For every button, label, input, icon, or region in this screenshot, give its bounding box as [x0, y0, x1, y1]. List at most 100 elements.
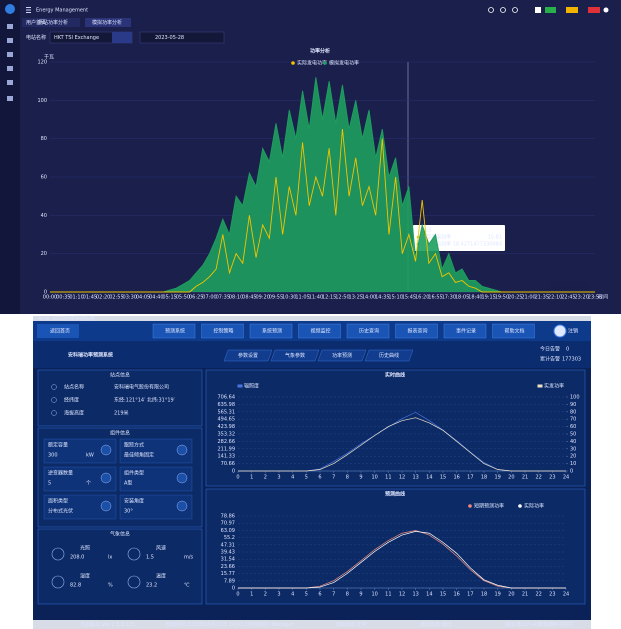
- y2-tick-label: 0: [570, 469, 573, 475]
- x-tick-label: 23:55: [588, 295, 602, 301]
- nav-button[interactable]: [395, 323, 438, 339]
- icon[interactable]: [500, 7, 506, 13]
- x-tick-label: 7: [332, 475, 335, 481]
- tab-label[interactable]: 气象参数: [285, 352, 305, 359]
- nav-button[interactable]: [492, 323, 535, 339]
- icon[interactable]: [535, 7, 541, 13]
- x-tick-label: 06:25: [189, 295, 203, 301]
- icon[interactable]: [7, 24, 13, 29]
- badge[interactable]: [588, 7, 600, 13]
- legend-label[interactable]: 实际发电功率: [297, 60, 327, 67]
- logout[interactable]: 注销: [568, 328, 578, 335]
- x-tick-label: 19:50: [495, 295, 509, 301]
- tab-label[interactable]: 参数设置: [238, 352, 258, 359]
- nav-button[interactable]: [346, 323, 390, 339]
- legend-label[interactable]: 实际功率: [524, 503, 544, 510]
- home-label[interactable]: 返回首页: [50, 328, 70, 335]
- tab-label[interactable]: 模拟功率分析: [92, 19, 122, 26]
- nav-label[interactable]: 视频监控: [311, 328, 331, 335]
- logo[interactable]: [5, 4, 15, 14]
- weather-icon: [127, 547, 141, 561]
- card-icon: [100, 500, 112, 512]
- x-tick-label: 18:40: [468, 295, 482, 301]
- nav-button[interactable]: [443, 323, 487, 339]
- tab[interactable]: [270, 349, 320, 362]
- home-button[interactable]: [37, 324, 79, 338]
- x-tick-label: 11: [385, 592, 391, 598]
- x-tick-label: 3: [277, 475, 280, 481]
- x-tick-label: 7: [332, 592, 335, 598]
- x-tick-label: 4: [291, 475, 294, 481]
- icon[interactable]: [512, 7, 518, 13]
- tab[interactable]: [223, 349, 273, 362]
- user-icon[interactable]: [603, 7, 609, 13]
- nav-button[interactable]: [298, 323, 341, 339]
- nav-label[interactable]: 事件记录: [456, 328, 476, 335]
- x-tick-label: 17: [467, 592, 473, 598]
- y-tick-label: 565.31: [218, 409, 236, 415]
- tab-label[interactable]: 历史曲线: [379, 352, 399, 359]
- legend-swatch[interactable]: [237, 384, 243, 388]
- card-icon: [176, 472, 188, 484]
- x-tick-label: 12: [399, 475, 405, 481]
- tab[interactable]: [364, 349, 414, 362]
- x-tick-label: 23:20: [574, 295, 588, 301]
- tab-label[interactable]: 用户首页: [26, 19, 46, 26]
- nav-button[interactable]: [201, 323, 244, 339]
- legend-label[interactable]: 模拟发电功率: [329, 60, 359, 67]
- tab[interactable]: [317, 349, 367, 362]
- date-picker[interactable]: [139, 31, 225, 44]
- legend-label[interactable]: 实发功率: [544, 383, 564, 390]
- y-tick-label: 40: [41, 213, 47, 219]
- nav-label[interactable]: 历史查询: [359, 328, 379, 335]
- tab[interactable]: [85, 18, 131, 27]
- nav-label[interactable]: 预测系统: [165, 328, 185, 335]
- x-tick-label: 02:55: [109, 295, 123, 301]
- y-tick-label: 70.66: [221, 461, 235, 467]
- tab-label[interactable]: 场站功率分析: [38, 19, 68, 26]
- x-axis-label: 时间: [598, 294, 608, 301]
- nav-label[interactable]: 帮助文档: [505, 328, 525, 335]
- y2-tick-label: 30: [570, 446, 576, 452]
- icon[interactable]: [7, 80, 13, 85]
- alarm-label: 今日告警: [540, 346, 560, 353]
- nav-label[interactable]: 报表查询: [408, 328, 428, 335]
- badge[interactable]: [566, 7, 578, 13]
- line: [238, 531, 566, 589]
- icon[interactable]: [7, 38, 13, 43]
- weather-value: 1.5: [146, 555, 154, 561]
- menu-icon: [26, 9, 31, 11]
- icon[interactable]: [7, 96, 13, 101]
- badge[interactable]: [545, 7, 556, 13]
- y2-tick-label: 100: [570, 395, 580, 401]
- nav-button[interactable]: [249, 323, 293, 339]
- legend-label[interactable]: 辐照度: [244, 383, 259, 390]
- y2-tick-label: 40: [570, 439, 576, 445]
- legend-swatch[interactable]: [323, 61, 327, 65]
- search-button[interactable]: [112, 32, 132, 43]
- tab[interactable]: [22, 18, 80, 27]
- icon[interactable]: [7, 66, 13, 71]
- search-icon[interactable]: [488, 7, 494, 13]
- nav-label[interactable]: 控制策略: [214, 328, 234, 335]
- alarm-label: 累计告警: [540, 356, 560, 363]
- legend-swatch[interactable]: [468, 504, 472, 508]
- row-label: 经纬度: [64, 397, 79, 404]
- date-value[interactable]: 2023-05-28: [155, 35, 184, 41]
- icon[interactable]: [7, 52, 13, 57]
- x-tick-label: 10: [371, 592, 377, 598]
- tab-label[interactable]: 功率预测: [332, 352, 352, 359]
- legend-swatch[interactable]: [518, 504, 522, 508]
- x-tick-label: 20:25: [508, 295, 522, 301]
- legend-label[interactable]: 短期预测功率: [474, 503, 504, 510]
- x-tick-label: 15:10: [388, 295, 402, 301]
- legend-swatch[interactable]: [291, 61, 295, 65]
- x-tick-label: 21: [522, 592, 528, 598]
- menu-icon[interactable]: [26, 7, 31, 8]
- nav-button[interactable]: [152, 323, 196, 339]
- legend-swatch[interactable]: [537, 384, 543, 388]
- avatar[interactable]: [553, 324, 567, 338]
- menu-icon: [26, 12, 31, 13]
- station-name[interactable]: HKT TSI Exchange: [54, 35, 99, 41]
- nav-label[interactable]: 系统预测: [262, 328, 282, 335]
